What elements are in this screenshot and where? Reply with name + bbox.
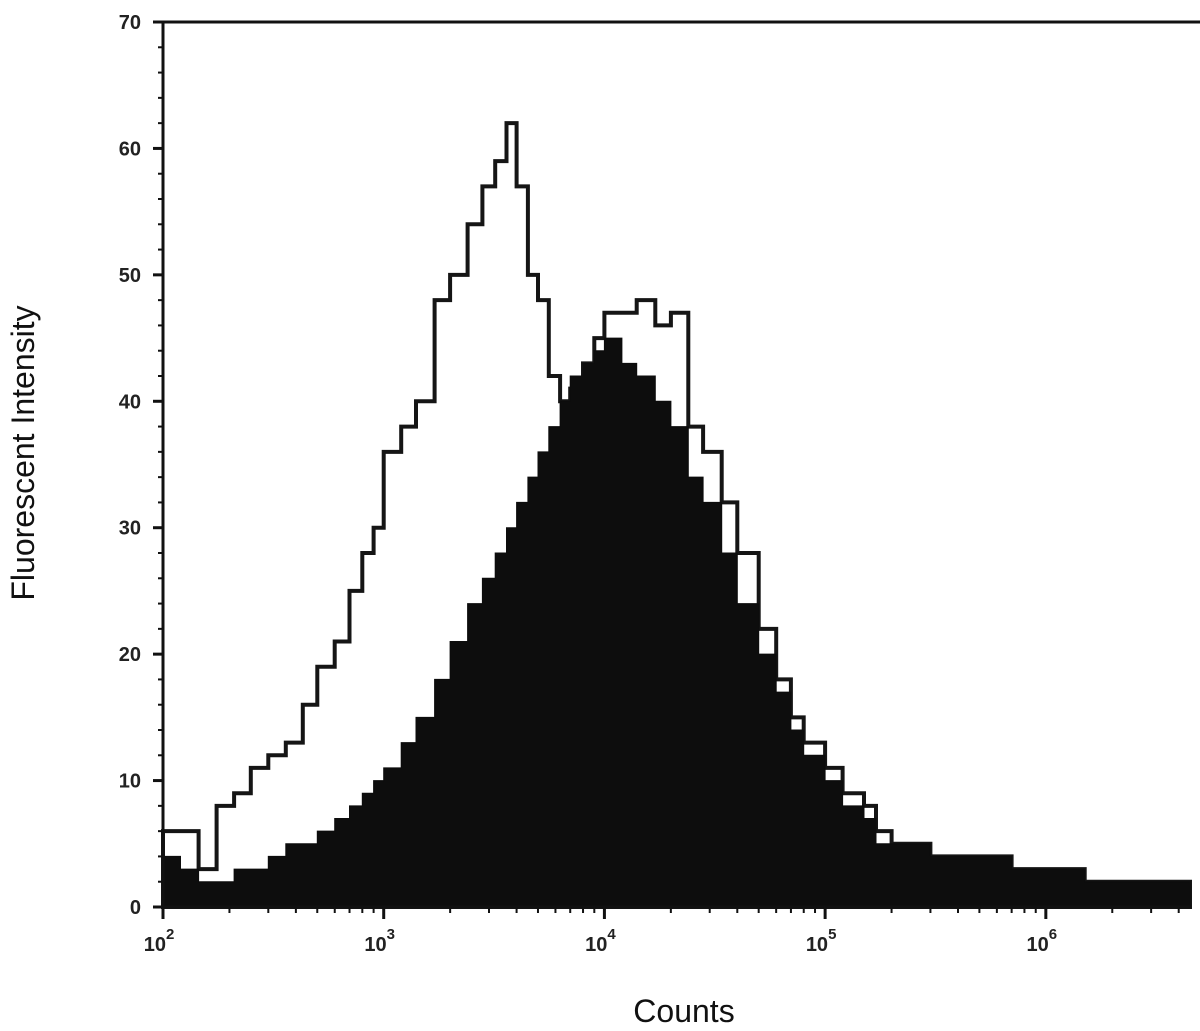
y-tick-label: 0: [130, 897, 141, 919]
y-tick-label: 40: [119, 391, 141, 413]
x-axis-title: Counts: [633, 993, 734, 1029]
x-tick-label: 106: [1027, 926, 1058, 956]
y-tick-label: 50: [119, 265, 141, 287]
y-axis-title: Fluorescent Intensity: [5, 305, 41, 600]
x-tick-label: 105: [806, 926, 837, 956]
filled-histogram-series: [162, 337, 1191, 908]
x-tick-label: 103: [364, 926, 395, 956]
x-tick-label: 102: [144, 926, 175, 956]
series-layer: [161, 121, 1192, 909]
x-tick-layer: 102 103 104 105 106: [144, 907, 1180, 956]
y-tick-layer: 0 10 20 30 40 50 60 70: [119, 12, 163, 919]
y-tick-label: 70: [119, 12, 141, 34]
x-tick-label: 104: [585, 926, 616, 956]
y-tick-label: 60: [119, 138, 141, 160]
y-tick-label: 20: [119, 644, 141, 666]
y-tick-label: 10: [119, 771, 141, 793]
y-tick-label: 30: [119, 518, 141, 540]
